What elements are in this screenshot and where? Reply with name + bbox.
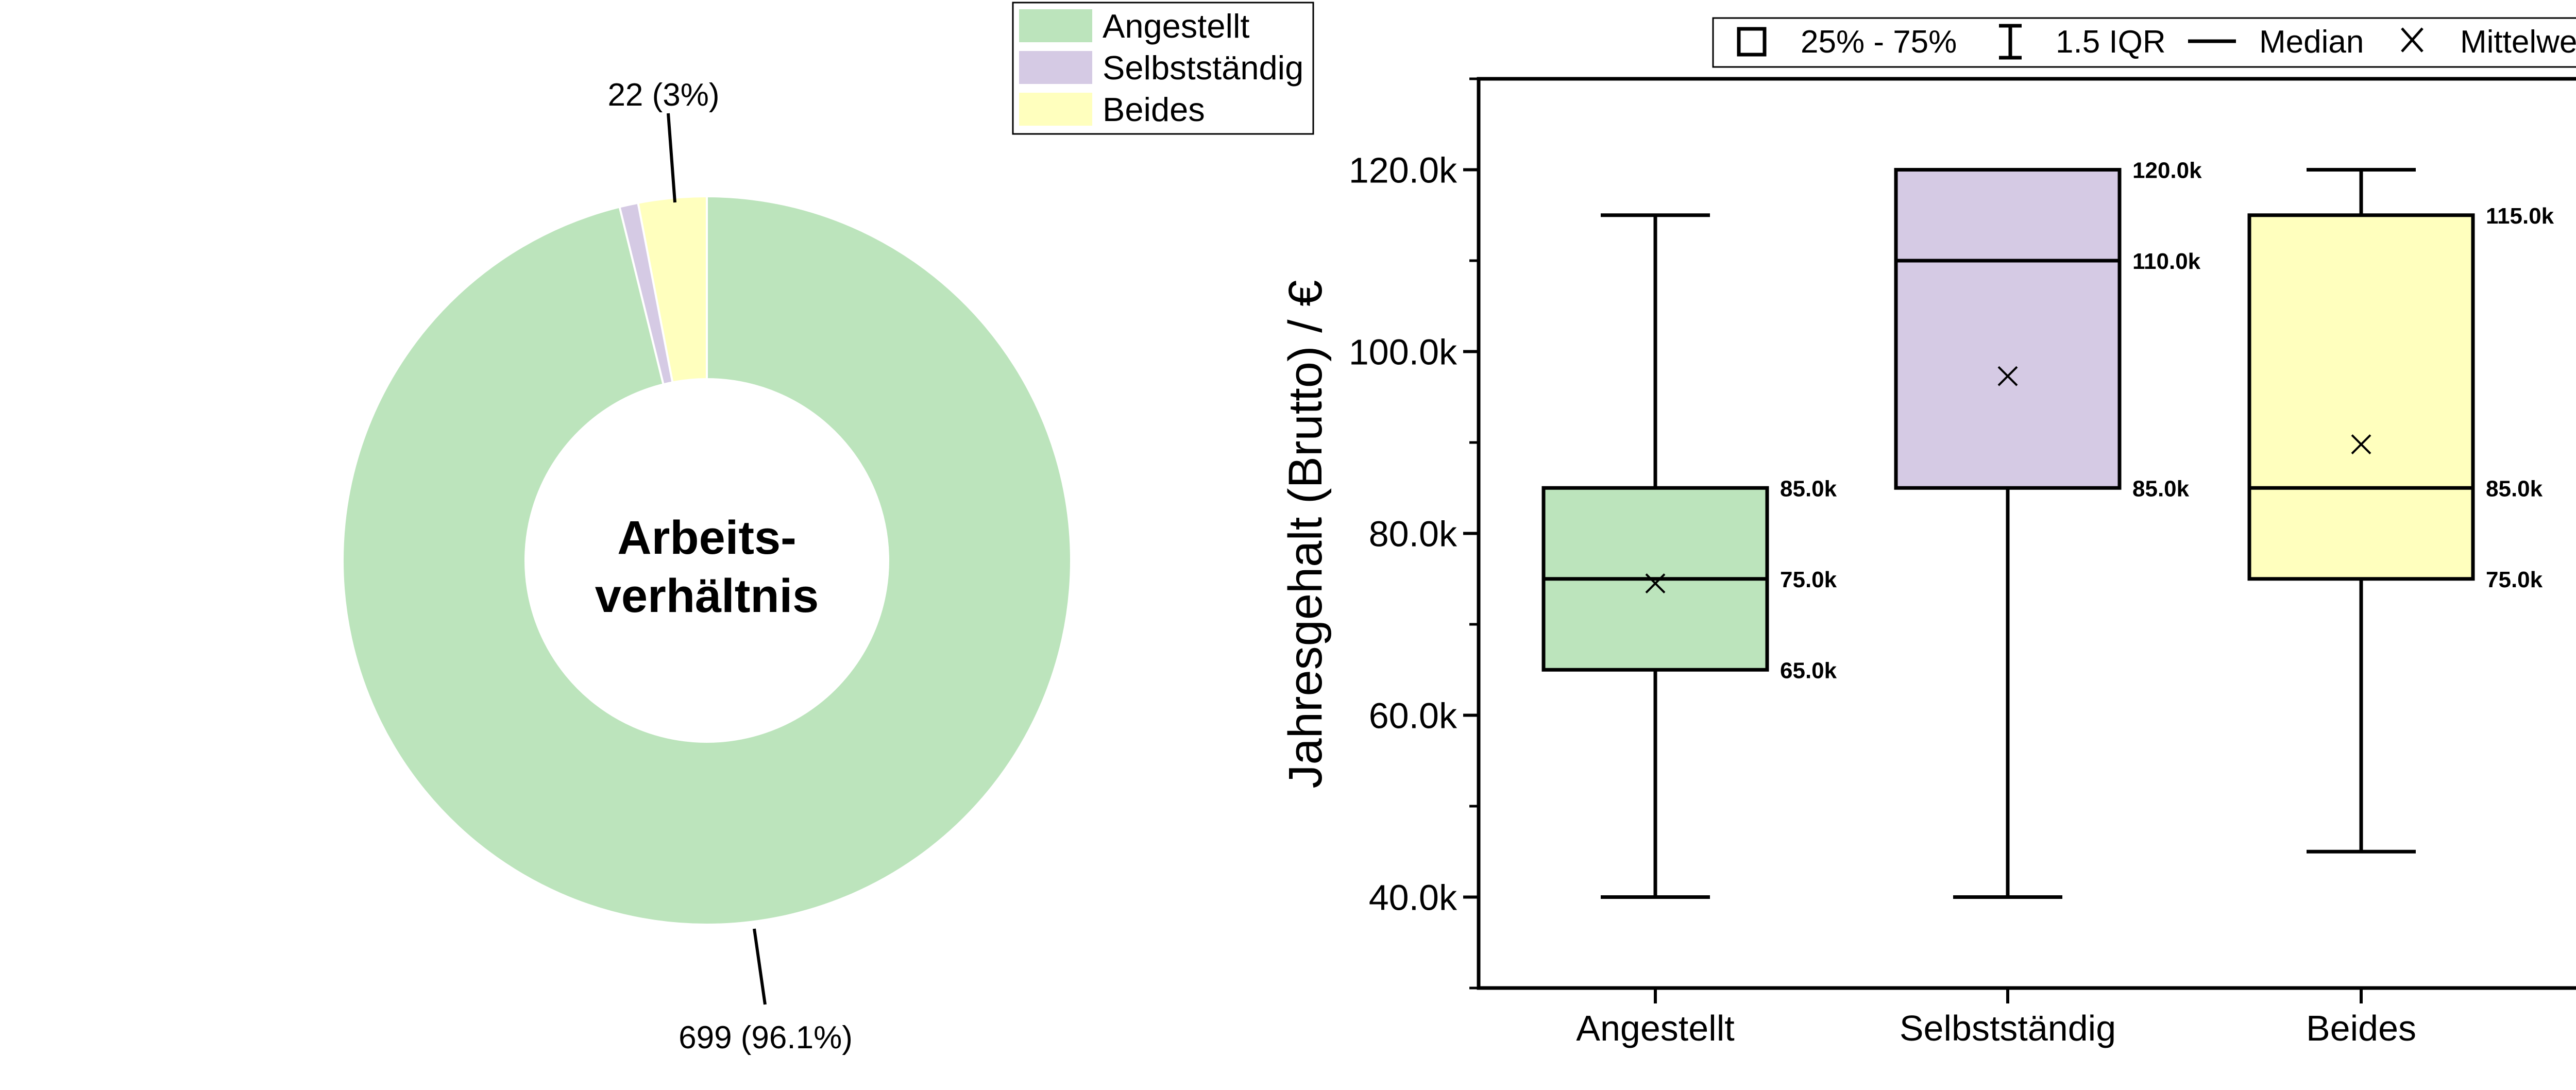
box-value-label: 85.0k [1780,476,1837,501]
donut-legend: Angestellt Selbstständig Beides [1012,2,1314,135]
box-plot-selbststaendig: Selbstständig 120.0k 110.0k 85.0k [1894,158,2202,1048]
mean-marker [2351,434,2371,454]
box-value-label: 75.0k [1780,567,1837,592]
legend-mean-label: Mittelwert [2460,24,2576,60]
legend-label-selbststaendig: Selbstständig [1103,49,1303,87]
category-label-beides: Beides [2306,1008,2416,1048]
mean-symbol-icon [2401,27,2424,53]
y-axis: 40.0k 60.0k 80.0k 100.0k 120.0k [1349,77,1479,990]
legend-whisker-label: 1.5 IQR [2056,24,2166,60]
y-tick-label: 100.0k [1349,332,1458,372]
box-value-label: 120.0k [2132,158,2202,183]
box-plot-beides: Beides 115.0k 85.0k 75.0k [2247,168,2554,1048]
donut-slice-beides [637,195,708,384]
legend-swatch-selbststaendig [1019,51,1092,84]
legend-median-label: Median [2259,24,2364,60]
box-value-label: 75.0k [2486,567,2543,592]
beides-leader-line [667,113,676,203]
donut-chart [342,195,1072,926]
donut-center-line1: Arbeits- [617,512,796,564]
whisker-symbol-icon [1999,24,2022,60]
legend-swatch-beides [1019,93,1092,126]
mean-marker [1997,366,2018,386]
box-symbol-icon [1737,27,1767,57]
boxplot-legend: 25% - 75% 1.5 IQR Median Mittelwert [1712,17,2576,68]
category-label-angestellt: Angestellt [1576,1008,1734,1048]
box-value-label: 85.0k [2132,476,2190,501]
legend-label-angestellt: Angestellt [1103,7,1249,45]
box-value-label: 110.0k [2132,249,2201,274]
slice-label-beides: 22 (3%) [607,77,719,113]
slice-label-angestellt: 699 (96.1%) [679,1020,853,1055]
donut-center-line2: verhältnis [595,570,819,622]
angestellt-leader-line [753,928,767,1005]
y-tick-label: 40.0k [1369,878,1458,918]
legend-label-beides: Beides [1103,91,1205,128]
box-value-label: 115.0k [2486,203,2554,229]
category-label-selbststaendig: Selbstständig [1900,1008,2116,1048]
box-plot-angestellt: Angestellt 85.0k 75.0k 65.0k [1541,213,1837,1048]
box-value-label: 65.0k [1780,658,1837,683]
y-tick-label: 60.0k [1369,696,1458,736]
box-plots: Angestellt 85.0k 75.0k 65.0k Selbstständig 12… [1541,158,2554,1048]
iqr-box [2247,213,2475,581]
box-value-label: 85.0k [2486,476,2543,501]
y-tick-label: 120.0k [1349,150,1458,191]
y-tick-label: 80.0k [1369,514,1458,554]
legend-swatch-angestellt [1019,9,1092,42]
iqr-box [1894,168,2122,490]
y-axis-label: Jahresgehalt (Brutto) / € [1279,280,1332,789]
legend-box-label: 25% - 75% [1801,24,1957,60]
donut-slice-angestellt [342,195,1072,926]
mean-marker [1645,573,1666,593]
boxplot-legend-frame [1712,17,2576,68]
